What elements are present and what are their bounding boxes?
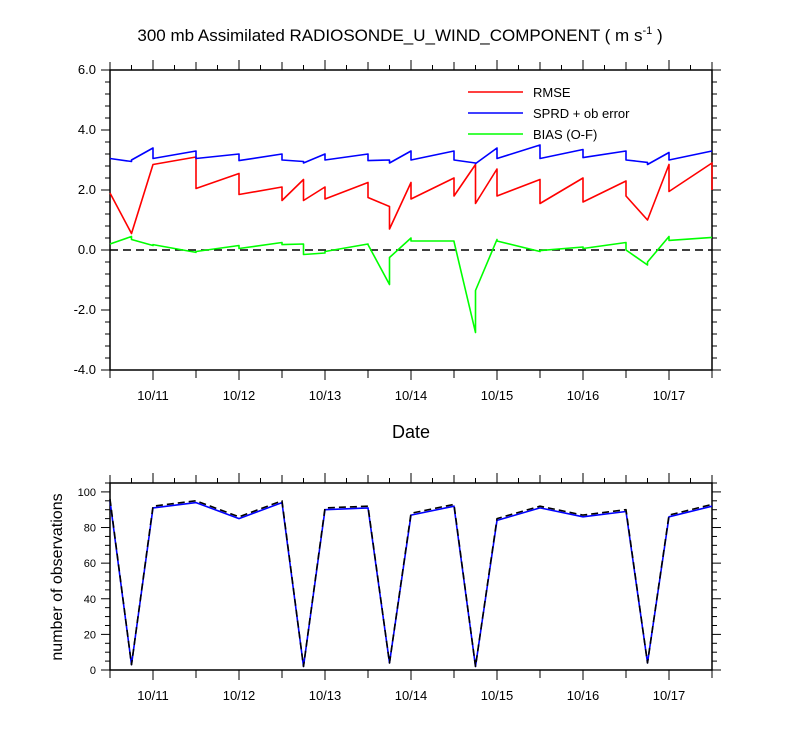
y-tick-label: 0: [90, 665, 96, 677]
legend-label: RMSE: [533, 85, 571, 100]
x-tick-label: 10/14: [395, 388, 428, 403]
y-tick-label: 4.0: [78, 122, 96, 137]
y-tick-label: 0.0: [78, 242, 96, 257]
x-tick-label: 10/16: [567, 688, 600, 703]
series-line-solid: [109, 500, 713, 668]
chart-title-superscript: -1: [642, 25, 652, 37]
y-tick-label: 40: [84, 594, 96, 606]
y-tick-label: 2.0: [78, 182, 96, 197]
series-line-bias-o-f: [109, 235, 713, 334]
x-tick-label: 10/17: [653, 688, 686, 703]
y-tick-label: -2.0: [74, 302, 96, 317]
series-line-dashed: [109, 498, 713, 668]
y-axis-label-bottom: number of observations: [49, 493, 66, 660]
bottom-panel: 0 20 40 60 80 100 10/11 10/12 10/13 10/14 10/15 10/…: [78, 473, 721, 703]
chart-title-end: ): [652, 26, 662, 45]
y-tick-label: 100: [78, 487, 96, 499]
x-axis-label: Date: [392, 422, 430, 442]
chart-title-main: 300 mb Assimilated RADIOSONDE_U_WIND_COM…: [137, 26, 642, 45]
x-tick-label: 10/11: [137, 688, 169, 703]
top-panel: -4.0 -2.0 0.0 2.0 4.0 6.0 10/11 10/12 10/13 10/14…: [74, 60, 721, 403]
series-line-rmse: [109, 156, 713, 235]
x-tick-label: 10/12: [223, 388, 256, 403]
y-tick-label: 6.0: [78, 62, 96, 77]
x-tick-label: 10/11: [137, 388, 169, 403]
x-tick-label: 10/15: [481, 388, 514, 403]
y-tick-label: 80: [84, 523, 96, 535]
x-tick-label: 10/16: [567, 388, 600, 403]
y-tick-label: -4.0: [74, 362, 96, 377]
y-tick-label: 20: [84, 629, 96, 641]
y-tick-label: 60: [84, 558, 96, 570]
legend-label: SPRD + ob error: [533, 106, 630, 121]
x-tick-label: 10/14: [395, 688, 428, 703]
series-line-sprd-ob-error: [109, 144, 713, 166]
x-tick-label: 10/12: [223, 688, 256, 703]
x-tick-label: 10/13: [309, 388, 342, 403]
chart-title: 300 mb Assimilated RADIOSONDE_U_WIND_COM…: [137, 25, 662, 45]
x-tick-label: 10/13: [309, 688, 342, 703]
x-tick-label: 10/17: [653, 388, 686, 403]
legend-label: BIAS (O-F): [533, 127, 597, 142]
x-tick-label: 10/15: [481, 688, 514, 703]
